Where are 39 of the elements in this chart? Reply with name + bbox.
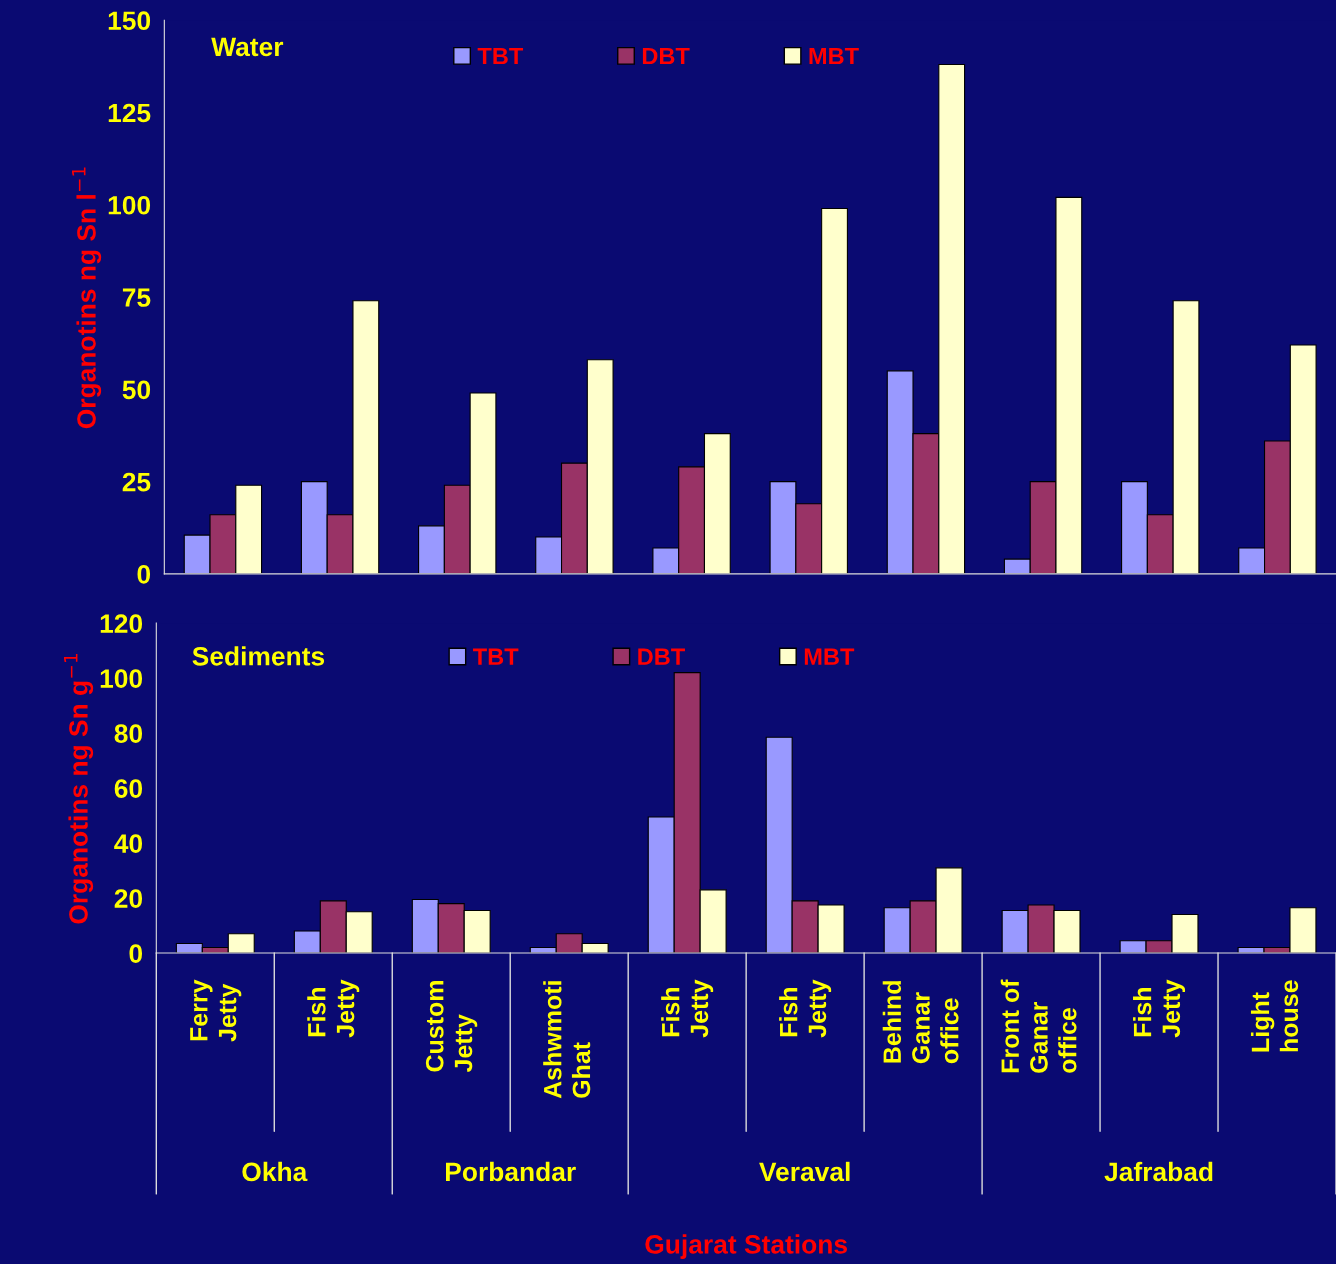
x-tick-label: Fish Jetty [661,979,714,1038]
y-tick-label: 80 [114,724,143,743]
text: Water [211,37,284,57]
x-tick-label: Ashwmoti Ghat [543,981,591,1099]
y-tick-label: 0 [129,944,143,963]
x-tick-label: Fish Jetty [307,979,360,1038]
text: Jafrabad [1104,1161,1213,1182]
legend-label: MBT [809,47,859,65]
y-axis-title: Organotins ng Sn l$^{−1}$ [72,167,102,429]
text: Porbandar [446,1161,576,1182]
x-tick-label: Fish Jetty [1133,979,1186,1038]
x-tick-label: Front of Ganar office [1000,979,1077,1073]
y-axis-title: Organotins ng Sn g$^{−1}$ [63,654,94,924]
legend-label: DBT [642,47,690,65]
y-tick-label: 40 [114,834,143,853]
legend-label: TBT [473,648,519,665]
y-tick-label: 20 [114,889,143,908]
text: Veraval [759,1161,850,1182]
y-tick-label: 25 [122,472,151,492]
legend-label: DBT [638,648,685,665]
x-axis-title: Gujarat Stations [645,1234,847,1259]
text: Okha [242,1161,308,1182]
x-tick-label: Fish Jetty [779,979,832,1038]
y-tick-label: 75 [122,288,151,307]
y-tick-label: 150 [108,11,151,31]
y-tick-label: 50 [122,380,151,400]
x-tick-label: Behind Ganar office [882,981,959,1064]
y-tick-label: 120 [100,614,143,633]
y-tick-label: 60 [114,779,143,798]
y-tick-label: 100 [100,669,143,688]
y-tick-label: 125 [108,103,151,123]
legend-label: MBT [804,648,855,665]
x-tick-label: Ferry Jetty [190,979,242,1042]
x-tick-label: Light house [1250,980,1299,1052]
legend-label: TBT [477,47,524,65]
y-tick-label: 0 [137,564,151,584]
text: Sediments [192,646,325,666]
x-tick-label: Custom Jetty [425,980,478,1073]
y-tick-label: 100 [108,195,151,215]
